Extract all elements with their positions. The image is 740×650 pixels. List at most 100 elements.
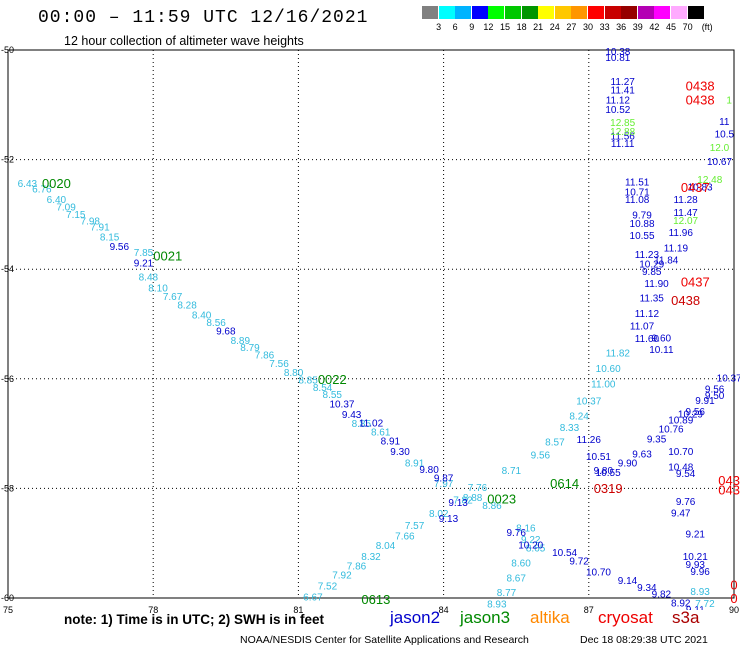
wave-height-point: 9.93: [686, 560, 706, 571]
legend-cryosat: cryosat: [598, 608, 653, 627]
wave-height-point: 11.26: [577, 435, 602, 446]
wave-height-point: 11.82: [606, 348, 631, 359]
colorbar-swatch: [687, 6, 704, 19]
wave-height-point: 6.76: [32, 185, 52, 196]
wave-height-point: 10.37: [717, 374, 740, 385]
colorbar-swatch: [488, 6, 505, 19]
wave-height-point: 11.35: [640, 294, 665, 305]
colorbar-unit: (ft): [701, 22, 713, 32]
colorbar-swatch: [521, 6, 538, 19]
wave-height-point: 9.21: [134, 259, 154, 270]
x-tick-label: 87: [584, 605, 594, 615]
colorbar-swatch: [505, 6, 521, 19]
wave-height-point: 6.40: [47, 195, 67, 206]
colorbar-label: 18: [516, 22, 527, 32]
wave-height-point: 9.54: [676, 469, 696, 480]
plot-frame: [7, 49, 735, 599]
generation-timestamp: Dec 18 08:29:38 UTC 2021: [580, 634, 708, 646]
wave-height-point: 7.67: [700, 622, 720, 633]
wave-height-point: 7.85: [134, 248, 154, 259]
wave-height-point: 10.37: [576, 397, 601, 408]
wave-height-point: 10.37: [329, 399, 354, 410]
wave-height-point: 11.90: [644, 279, 669, 290]
wave-height-point: 8.02: [429, 509, 449, 520]
legend-altika: altika: [530, 608, 570, 627]
wave-height-point: 9.21: [686, 529, 706, 540]
wave-height-point: 9.80: [594, 466, 614, 477]
wave-height-point: 10.71: [625, 187, 650, 198]
x-tick-label: 81: [293, 605, 303, 615]
wave-height-point: 11.51: [625, 178, 650, 189]
pass-time-label: 0022: [318, 372, 347, 387]
wave-height-point: 7.91: [90, 222, 110, 233]
pass-time-label: 0438: [686, 92, 715, 107]
wave-height-point: 8.56: [206, 318, 226, 329]
wave-height-point: 9.13: [439, 514, 459, 525]
wave-height-point: 12.85: [610, 118, 635, 129]
wave-height-point: 9.22: [521, 535, 541, 546]
colorbar-swatch: [604, 6, 621, 19]
y-tick-label: -58: [1, 483, 14, 493]
wave-height-point: 12.07: [673, 216, 698, 227]
wave-height-point: 12.88: [610, 127, 635, 138]
wave-height-point: 9.79: [632, 210, 652, 221]
colorbar-label: 21: [533, 22, 544, 32]
wave-height-point: 9.82: [652, 590, 672, 601]
wave-height-point: 9.60: [652, 334, 672, 345]
wave-height-point: 9.72: [569, 557, 589, 568]
wave-height-point: 7.92: [332, 570, 352, 581]
wave-height-point: 8.80: [284, 368, 304, 379]
pass-time-label: 0020: [42, 176, 71, 191]
wave-height-point: 10.11: [649, 345, 674, 356]
wave-height-point: 8.89: [231, 336, 251, 347]
wave-height-point: 10.60: [596, 364, 621, 375]
wave-height-point: 11.11: [611, 139, 635, 150]
colorbar-label: 27: [566, 22, 577, 32]
wave-height-point: 7.66: [395, 532, 415, 543]
wave-height-point: 8.85: [298, 375, 318, 386]
wave-height-point: 9.96: [690, 567, 710, 578]
wave-height-point: 8.04: [376, 541, 396, 552]
wave-height-point: 8.28: [177, 300, 197, 311]
wave-height-point: 9.63: [632, 449, 652, 460]
y-tick-label: -60: [1, 593, 14, 603]
wave-height-point: 8.71: [502, 466, 522, 477]
colorbar-swatch: [654, 6, 671, 19]
colorbar-swatch: [571, 6, 588, 19]
wave-height-point: 12.48: [697, 175, 722, 186]
wave-height-point: 7.97: [434, 479, 454, 490]
colorbar-label: 42: [649, 22, 660, 32]
pass-time-label: 0613: [361, 592, 390, 607]
wave-height-point: 11.41: [611, 85, 636, 96]
chart-title: 00:00 – 11:59 UTC 12/16/2021: [38, 8, 369, 28]
colorbar-label: 45: [665, 22, 676, 32]
wave-height-point: 8.77: [497, 588, 517, 599]
wave-height-point: 9.87: [434, 473, 454, 484]
x-tick-label: 78: [148, 605, 158, 615]
colorbar-label: 36: [616, 22, 627, 32]
wave-height-point: 10.67: [707, 157, 732, 168]
pass-time-label: 0438: [686, 79, 715, 94]
wave-height-point: 8.61: [371, 427, 391, 438]
pass-time-label: 043: [718, 482, 740, 497]
colorbar-swatch: [637, 6, 654, 19]
wave-height-point: 8.91: [405, 459, 425, 470]
wave-height-point: 9.85: [642, 267, 662, 278]
colorbar-swatch: [621, 6, 638, 19]
pass-time-label: 0437: [681, 180, 710, 195]
pass-time-label: 0614: [550, 476, 579, 491]
wave-height-point: 7.52: [318, 581, 338, 592]
colorbar-swatch: [471, 6, 488, 19]
wave-height-point: 9.56: [110, 242, 130, 253]
wave-height-point: 11.47: [673, 208, 698, 219]
wave-height-point: 7.67: [163, 292, 183, 303]
wave-height-point: 11.28: [673, 195, 698, 206]
wave-height-point: 8.40: [192, 311, 212, 322]
wave-height-point: 8.15: [100, 232, 120, 243]
colorbar-label: 24: [549, 22, 560, 32]
wave-height-point: 7.98: [81, 216, 101, 227]
wave-height-point: 8.48: [139, 272, 159, 283]
wave-height-point: 8.32: [361, 552, 381, 563]
wave-height-point: 8.65: [526, 544, 546, 555]
